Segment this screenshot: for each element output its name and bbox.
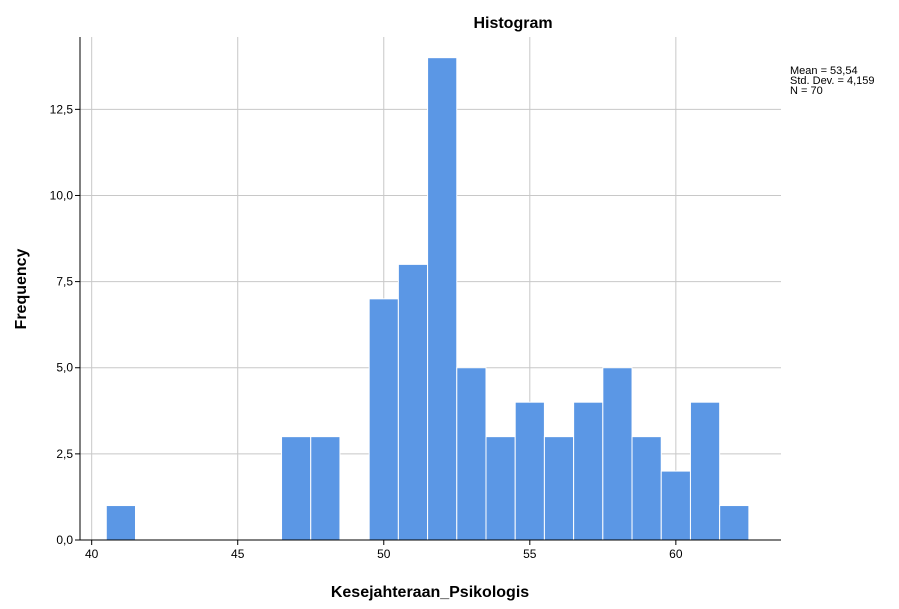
y-axis-label: Frequency — [13, 248, 30, 329]
bars — [105, 57, 750, 541]
chart-title: Histogram — [473, 15, 552, 32]
histogram-bar — [689, 401, 721, 541]
x-tick-label: 45 — [231, 547, 245, 561]
axes — [79, 37, 781, 541]
stat-line: Mean = 53,54 — [790, 65, 858, 77]
histogram-bar — [397, 263, 429, 541]
histogram-bar — [573, 401, 604, 541]
y-tick-label: 7,5 — [56, 275, 73, 289]
y-tick-label: 2,5 — [56, 447, 73, 461]
y-tick-label: 12,5 — [50, 102, 74, 116]
tick-labels: 40 45 50 55 60 0,0 2,5 5,0 7,5 10,0 12,5 — [50, 102, 683, 561]
histogram-bar — [368, 298, 399, 541]
y-tick-label: 10,0 — [50, 188, 74, 202]
stat-line: N = 70 — [790, 85, 823, 97]
histogram-bar — [719, 505, 750, 541]
histogram-bar — [310, 436, 341, 541]
histogram-bar — [105, 505, 136, 541]
histogram-bar — [602, 367, 633, 541]
histogram-bar — [456, 367, 487, 541]
histogram-bar — [427, 57, 458, 541]
y-tick-label: 5,0 — [56, 361, 73, 375]
histogram-bar — [485, 436, 516, 541]
histogram-bar — [631, 436, 662, 541]
x-tick-label: 40 — [85, 547, 99, 561]
y-tick-label: 0,0 — [56, 533, 73, 547]
x-tick-label: 50 — [377, 547, 391, 561]
histogram-bar — [514, 401, 545, 541]
x-tick-label: 55 — [523, 547, 537, 561]
histogram-bar — [660, 470, 691, 541]
histogram-bar — [281, 436, 312, 541]
histogram-bar — [543, 436, 575, 541]
x-tick-label: 60 — [669, 547, 683, 561]
x-axis-label: Kesejahteraan_Psikologis — [331, 584, 529, 601]
stat-line: Std. Dev. = 4,159 — [790, 75, 875, 87]
